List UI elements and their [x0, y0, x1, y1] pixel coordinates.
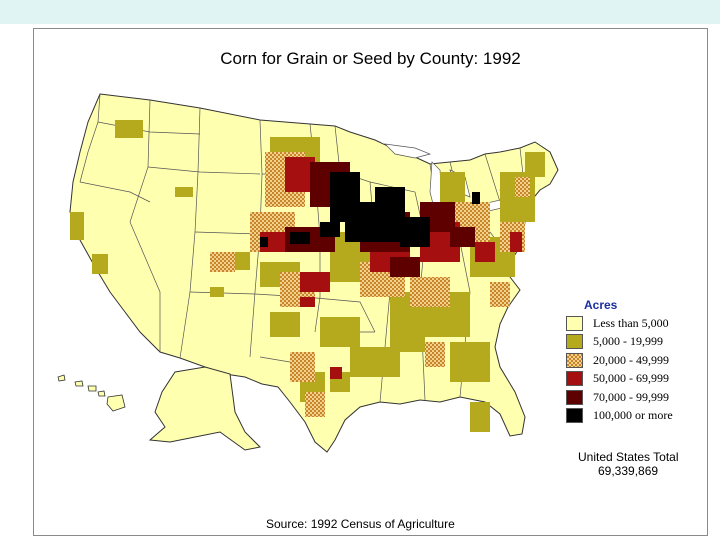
legend-swatch [566, 407, 583, 423]
legend-label: 70,000 - 99,999 [593, 389, 669, 404]
top-bar [0, 0, 720, 24]
legend-title: Acres [584, 298, 618, 312]
acreage-100000-or-more [260, 172, 480, 247]
map-title-text: Corn for Grain or Seed by County: 1992 [220, 49, 521, 68]
legend-swatch [566, 316, 583, 331]
legend-label: 100,000 or more [593, 407, 673, 422]
legend-label: 20,000 - 49,999 [593, 352, 669, 367]
legend-swatch [566, 371, 583, 387]
total-value: 69,339,869 [598, 464, 659, 478]
us-county-map [57, 93, 559, 453]
legend-label: 5,000 - 19,999 [593, 334, 663, 349]
legend-label: 50,000 - 69,999 [593, 371, 669, 386]
total-label: United States Total [578, 450, 679, 464]
map-title: Corn for Grain or Seed by County: 1992 [34, 49, 707, 69]
alaska-shape [148, 366, 262, 451]
hawaii-islands [57, 374, 126, 412]
source-note: Source: 1992 Census of Agriculture [266, 517, 455, 531]
legend-swatch [566, 389, 583, 405]
legend-swatch [566, 352, 583, 368]
legend-label: Less than 5,000 [593, 316, 669, 330]
legend-swatch [566, 334, 583, 350]
